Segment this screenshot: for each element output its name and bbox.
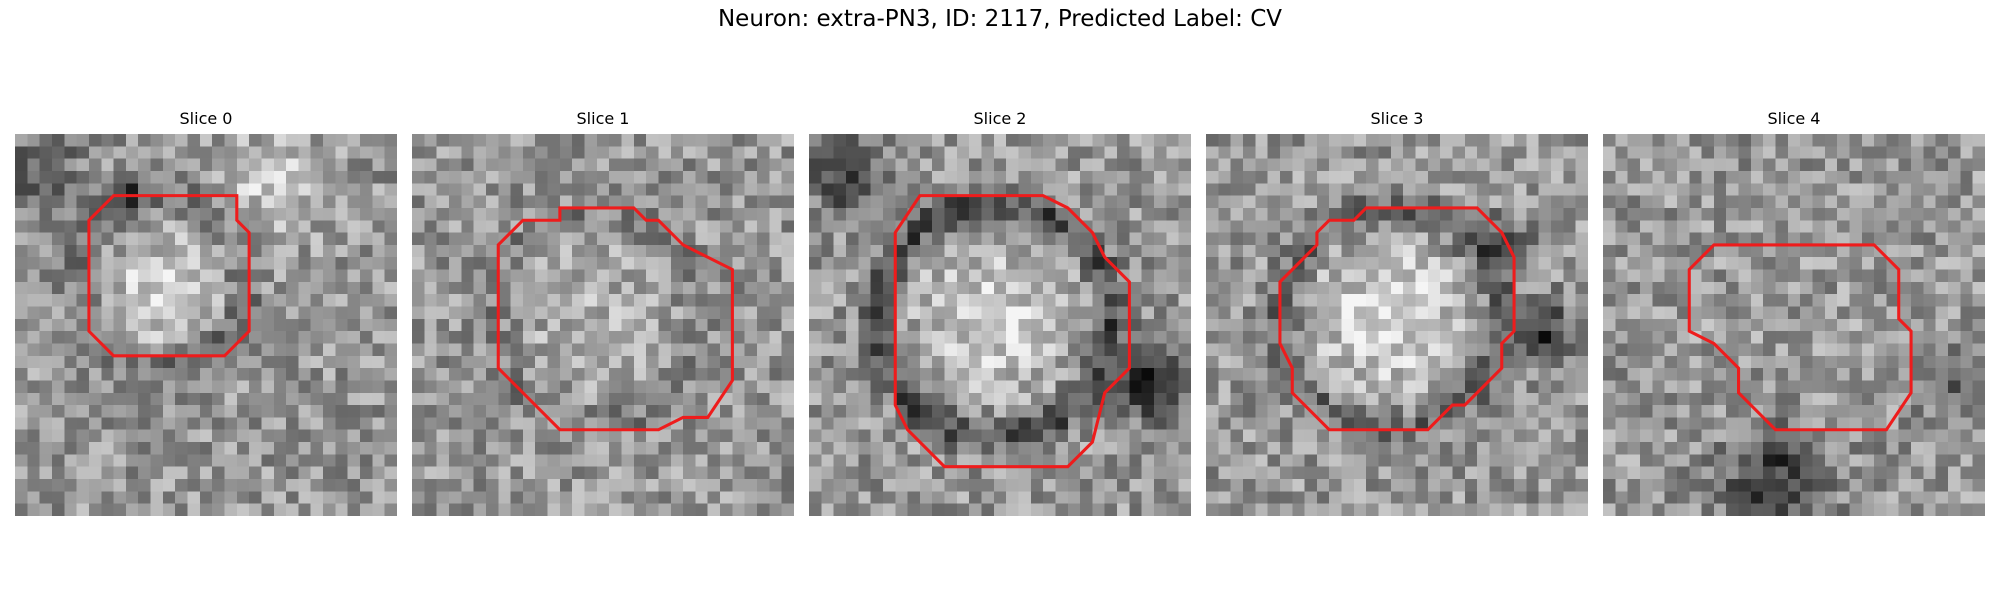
slice-panel-3: Slice 3 xyxy=(1206,108,1588,516)
slice-image-2 xyxy=(809,134,1191,516)
slice-image-4 xyxy=(1603,134,1985,516)
slice-panel-1: Slice 1 xyxy=(412,108,794,516)
slice-title-0: Slice 0 xyxy=(179,109,233,128)
slice-title-2: Slice 2 xyxy=(973,109,1027,128)
cell-contour-0 xyxy=(87,194,251,358)
slice-panel-2: Slice 2 xyxy=(809,108,1191,516)
slice-panel-4: Slice 4 xyxy=(1603,108,1985,516)
figure-title: Neuron: extra-PN3, ID: 2117, Predicted L… xyxy=(717,6,1283,32)
cell-contour-1 xyxy=(496,206,734,432)
slice-panel-0: Slice 0 xyxy=(15,108,397,516)
slice-image-1 xyxy=(412,134,794,516)
cell-contour-3 xyxy=(1278,206,1516,432)
cell-contour-2 xyxy=(893,194,1131,469)
cell-contour-4 xyxy=(1687,243,1913,432)
slice-title-4: Slice 4 xyxy=(1767,109,1821,128)
slice-image-3 xyxy=(1206,134,1588,516)
slice-title-3: Slice 3 xyxy=(1370,109,1424,128)
slice-title-1: Slice 1 xyxy=(576,109,630,128)
slice-image-0 xyxy=(15,134,397,516)
